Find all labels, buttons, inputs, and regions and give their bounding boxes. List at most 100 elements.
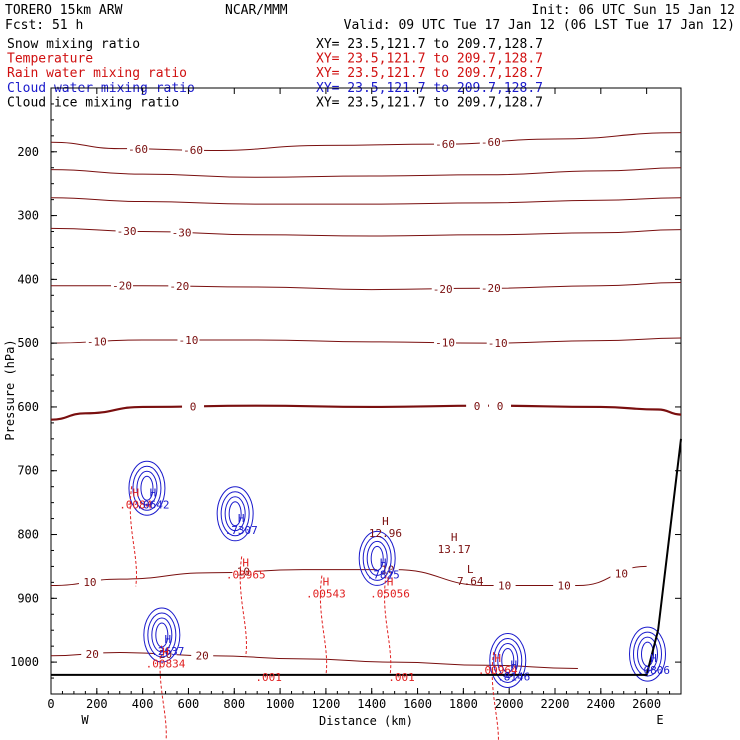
cloud-water-contours: [128, 460, 667, 688]
isotherm-label-bg: [170, 226, 193, 238]
isotherm-label: 10: [615, 567, 628, 580]
isotherm-label: -60: [481, 136, 501, 149]
isotherm-label-bg: [111, 279, 134, 291]
field-xy: XY= 23.5,121.7 to 209.7,128.7: [316, 95, 543, 110]
extremum-marker: H: [162, 646, 169, 659]
x-axis: 0 200 400 600 800 1000 1200 1400 1600 1800 2000 220…: [47, 88, 682, 711]
rain-water-contours: [129, 486, 499, 740]
terrain-line: [51, 438, 682, 676]
extremum-value: .03965: [226, 568, 266, 581]
x-end-label-west: W: [81, 713, 89, 727]
isotherm-label: -10: [87, 336, 107, 349]
isotherm-line: [50, 227, 682, 237]
x-tick-label: 1600: [403, 697, 432, 711]
x-tick-label: 2400: [586, 697, 615, 711]
cloud-water-contour: [228, 501, 242, 527]
isotherm-label-bg: [466, 399, 489, 411]
x-tick-label: 200: [86, 697, 108, 711]
isotherm-label: 0: [190, 400, 197, 413]
isotherm-label: 10: [558, 580, 571, 593]
cloud-water-contour: [132, 465, 162, 511]
isotherm-label-bg: [610, 567, 633, 579]
isotherm-line: [50, 652, 578, 669]
isotherm-label-bg: [168, 280, 191, 292]
x-tick-label: 1000: [266, 697, 295, 711]
extremum-marker: H: [494, 652, 501, 665]
cloud-water-contour: [143, 607, 181, 663]
isotherm-label-bg: [431, 282, 454, 294]
valid-time: Valid: 09 UTC Tue 17 Jan 12 (06 LST Tue …: [344, 18, 735, 33]
extremum-value: .00834: [146, 658, 186, 671]
isotherm-label: -60: [435, 138, 455, 151]
isotherm-label-bg: [493, 579, 516, 591]
extremum-marker: H: [132, 486, 139, 499]
cloud-water-contour: [220, 491, 250, 537]
isotherm-label-bg: [553, 579, 576, 591]
isotherm-label: 20: [86, 648, 99, 661]
isotherm-line: [50, 167, 682, 178]
isotherm-label-bg: [479, 282, 502, 294]
x-tick-label: 2000: [495, 697, 524, 711]
field-name: Rain water mixing ratio: [7, 66, 187, 81]
isotherm-label-bg: [115, 224, 138, 236]
extremum-value: .00543: [306, 588, 346, 601]
extremum-marker: H: [380, 556, 387, 569]
y-tick-label: 700: [17, 464, 39, 478]
extremum-marker: H: [150, 486, 157, 499]
extremum-value: 7.64: [457, 575, 484, 588]
isotherm-label-bg: [486, 336, 509, 348]
rain-water-contour: [384, 575, 392, 676]
cloud-water-contour: [629, 626, 667, 682]
x-tick-label: 1800: [449, 697, 478, 711]
rain-water-contour: [491, 652, 499, 740]
extremum-value: .0642: [136, 498, 169, 511]
cloud-water-contour: [136, 470, 158, 506]
y-tick-label: 500: [17, 336, 39, 350]
extremum-value: 12.96: [369, 527, 402, 540]
extremum-value: .0084: [119, 498, 152, 511]
isotherm-label-bg: [78, 575, 101, 587]
field-name: Cloud ice mixing ratio: [7, 95, 179, 110]
extremum-marker: H: [382, 515, 389, 528]
isotherm-label: 10: [83, 576, 96, 589]
extremum-value: .7307: [225, 524, 258, 537]
contour-value-label: .001: [255, 671, 282, 684]
cloud-water-contour: [633, 631, 663, 677]
contour-value-label: .001: [388, 671, 415, 684]
isotherm-label-bg: [85, 335, 108, 347]
isotherm-line: [51, 282, 682, 291]
rain-water-contour: [239, 556, 247, 657]
cloud-water-contour: [151, 617, 173, 653]
x-end-label-east: E: [656, 713, 663, 727]
extremum-value: .05056: [370, 588, 410, 601]
field-xy: XY= 23.5,121.7 to 209.7,128.7: [316, 66, 543, 81]
cloud-water-contour: [501, 647, 515, 673]
isotherm-label-bg: [182, 144, 205, 156]
isotherm-label-bg: [154, 648, 177, 660]
isotherm-label-bg: [127, 142, 150, 154]
cloud-water-contour: [497, 642, 519, 678]
extremum-marker: H: [165, 633, 172, 646]
x-tick-label: 0: [47, 697, 54, 711]
rain-water-contour: [159, 645, 167, 740]
cloud-water-contour: [493, 637, 523, 683]
extremum-value: 13.17: [438, 543, 471, 556]
isotherm-label: -60: [128, 143, 148, 156]
isotherm-label: -30: [172, 227, 192, 240]
cloud-water-contour: [358, 530, 396, 586]
isotherm-label-bg: [182, 400, 205, 412]
isotherm-label: -20: [169, 280, 189, 293]
terrain-surface: [51, 438, 682, 676]
cloud-water-contour: [641, 641, 655, 667]
x-tick-label: 2200: [541, 697, 570, 711]
isotherm-label: 0: [474, 400, 481, 413]
x-axis-label: Distance (km): [319, 714, 413, 728]
isotherm-label: -20: [481, 282, 501, 295]
cloud-water-contour: [489, 632, 527, 688]
extremum-marker: H: [650, 652, 657, 665]
extremum-marker: H: [387, 576, 394, 589]
field-legend: Snow mixing ratio XY= 23.5,121.7 to 209.7…: [7, 37, 543, 110]
cloud-water-contour: [362, 535, 392, 581]
field-name: Temperature: [7, 52, 93, 67]
